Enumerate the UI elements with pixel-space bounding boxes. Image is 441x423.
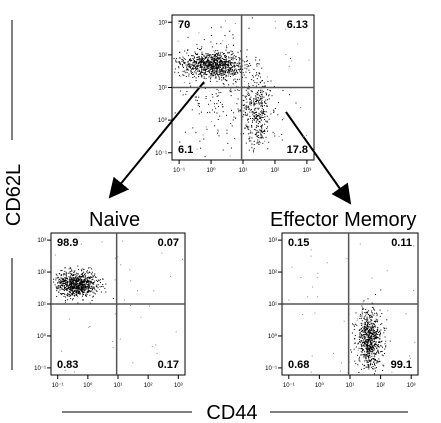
population-title-effector-memory: Effector Memory: [270, 209, 416, 231]
x-tick-label: 10¹: [346, 383, 355, 389]
event-dots: [53, 238, 183, 373]
x-tick-label: 10¹: [239, 168, 248, 174]
arrow-to-naive: [108, 81, 205, 199]
plot-effector-memory-cd44-cd62l: 10⁻¹ 10⁻¹ 10⁰ 10⁰ 10¹ 10¹ 10² 10² 10³ 10³ 0.15 0.11…: [265, 232, 419, 389]
event-dots: [173, 17, 310, 158]
y-tick-label: 10¹: [158, 86, 167, 92]
y-axis-title: CD62L: [3, 164, 25, 226]
x-tick-label: 10³: [407, 383, 416, 389]
plot-total-cd44-cd62l: 10⁻¹ 10⁻¹ 10⁰ 10⁰ 10¹ 10¹ 10² 10² 10³ 10³ 70 6.13 6.…: [155, 14, 315, 174]
y-tick-label: 10⁻¹: [265, 366, 277, 372]
x-tick-label: 10⁰: [315, 382, 325, 389]
quadrant-percent-lr: 17.8: [287, 144, 308, 156]
y-tick-label: 10³: [158, 20, 167, 26]
quadrant-percent-ul: 70: [178, 19, 190, 31]
quadrant-percent-lr: 0.17: [158, 359, 179, 371]
x-tick-label: 10³: [303, 168, 312, 174]
y-tick-label: 10⁰: [37, 333, 47, 340]
x-tick-label: 10²: [376, 383, 385, 389]
quadrant-percent-lr: 99.1: [391, 359, 412, 371]
y-tick-label: 10⁻¹: [155, 151, 167, 157]
x-tick-label: 10²: [271, 168, 280, 174]
quadrant-percent-ll: 6.1: [178, 144, 193, 156]
quadrant-percent-ll: 0.83: [57, 359, 78, 371]
x-tick-label: 10⁻¹: [52, 383, 64, 389]
y-tick-label: 10¹: [37, 302, 46, 308]
y-tick-label: 10²: [158, 53, 167, 59]
plot-naive-cd44-cd62l: 10⁻¹ 10⁻¹ 10⁰ 10⁰ 10¹ 10¹ 10² 10² 10³ 10³ 98.9 0.07…: [34, 232, 186, 389]
x-tick-label: 10³: [174, 383, 183, 389]
quadrant-percent-ur: 6.13: [287, 19, 308, 31]
x-tick-label: 10¹: [114, 383, 123, 389]
quadrant-percent-ul: 98.9: [57, 237, 78, 249]
x-axis-title: CD44: [206, 402, 257, 423]
x-tick-label: 10⁻¹: [283, 383, 295, 389]
y-tick-label: 10²: [37, 270, 46, 276]
population-title-naive: Naive: [89, 209, 140, 231]
x-tick-label: 10²: [144, 383, 153, 389]
quadrant-percent-ul: 0.15: [288, 237, 309, 249]
y-tick-label: 10³: [268, 238, 277, 244]
x-tick-label: 10⁰: [83, 382, 93, 389]
y-tick-label: 10¹: [268, 302, 277, 308]
quadrant-percent-ll: 0.68: [288, 359, 309, 371]
quadrant-percent-ur: 0.11: [391, 237, 412, 249]
arrow-to-effector-memory: [285, 111, 352, 205]
y-tick-label: 10⁰: [268, 333, 278, 340]
y-tick-label: 10³: [37, 238, 46, 244]
x-tick-label: 10⁰: [207, 167, 217, 174]
y-tick-label: 10⁻¹: [34, 366, 46, 372]
quadrant-percent-ur: 0.07: [158, 237, 179, 249]
y-tick-label: 10⁰: [158, 117, 168, 124]
x-tick-label: 10⁻¹: [173, 168, 185, 174]
event-dots: [288, 243, 416, 375]
y-tick-label: 10²: [268, 270, 277, 276]
